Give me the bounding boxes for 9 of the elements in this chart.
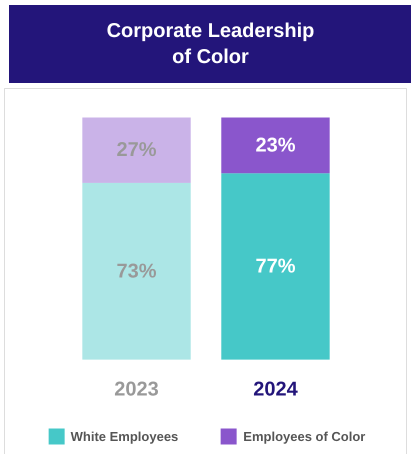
legend-label: White Employees [70,428,178,444]
data-label: 73% [116,260,157,282]
data-label: 77% [255,255,296,278]
chart-title: Corporate Leadership of Color [106,19,314,70]
x-tick-label: 2024 [253,378,299,401]
data-label: 23% [255,134,296,156]
legend-label: Employees of Color [243,428,366,444]
data-label: 27% [116,139,157,162]
x-tick-label: 2023 [114,378,159,401]
